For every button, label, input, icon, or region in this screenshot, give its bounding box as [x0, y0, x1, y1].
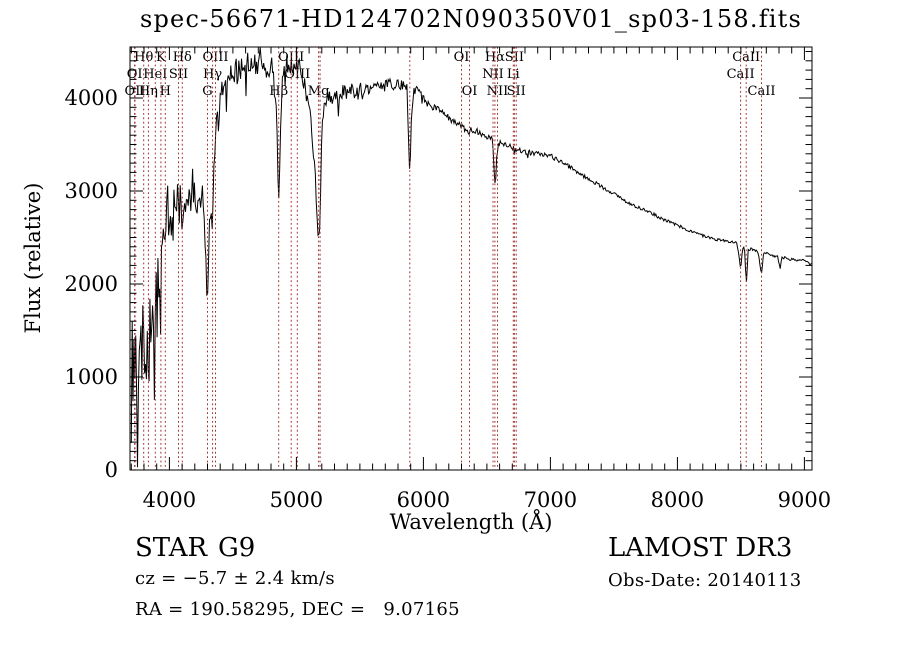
- radial-velocity-line: cz = −5.7 ± 2.4 km/s: [135, 568, 335, 589]
- x-tick-label: 4000: [143, 488, 196, 512]
- y-tick-label: 2000: [65, 272, 118, 296]
- spectrum-trace: [130, 47, 812, 468]
- x-tick-label: 9000: [778, 488, 831, 512]
- object-subclass-label: G9: [218, 533, 256, 563]
- spectral-line-markers: [134, 47, 762, 470]
- y-tick-label: 4000: [65, 86, 118, 110]
- plot-frame: [129, 46, 813, 471]
- x-tick-label: 6000: [397, 488, 450, 512]
- ra-dec-line: RA = 190.58295, DEC = 9.07165: [135, 599, 460, 620]
- y-tick-label: 3000: [65, 179, 118, 203]
- object-class-label: STAR: [135, 533, 208, 563]
- obs-date-line: Obs-Date: 20140113: [608, 570, 802, 591]
- y-tick-label: 0: [105, 458, 118, 482]
- x-axis-label: Wavelength (Å): [390, 509, 553, 534]
- x-tick-label: 7000: [524, 488, 577, 512]
- survey-release-label: LAMOST DR3: [608, 533, 793, 563]
- x-tick-label: 5000: [270, 488, 323, 512]
- x-tick-label: 8000: [651, 488, 704, 512]
- axes-frame-layer: 4000 5000 6000 7000 8000 9000 0 1000 2000 3000 400…: [65, 46, 831, 512]
- y-tick-label: 1000: [65, 365, 118, 389]
- spectrum-trace-layer: [130, 47, 812, 468]
- fits-filename-title: spec-56671-HD124702N090350V01_sp03-158.f…: [139, 5, 803, 33]
- y-axis-label: Flux (relative): [21, 183, 45, 334]
